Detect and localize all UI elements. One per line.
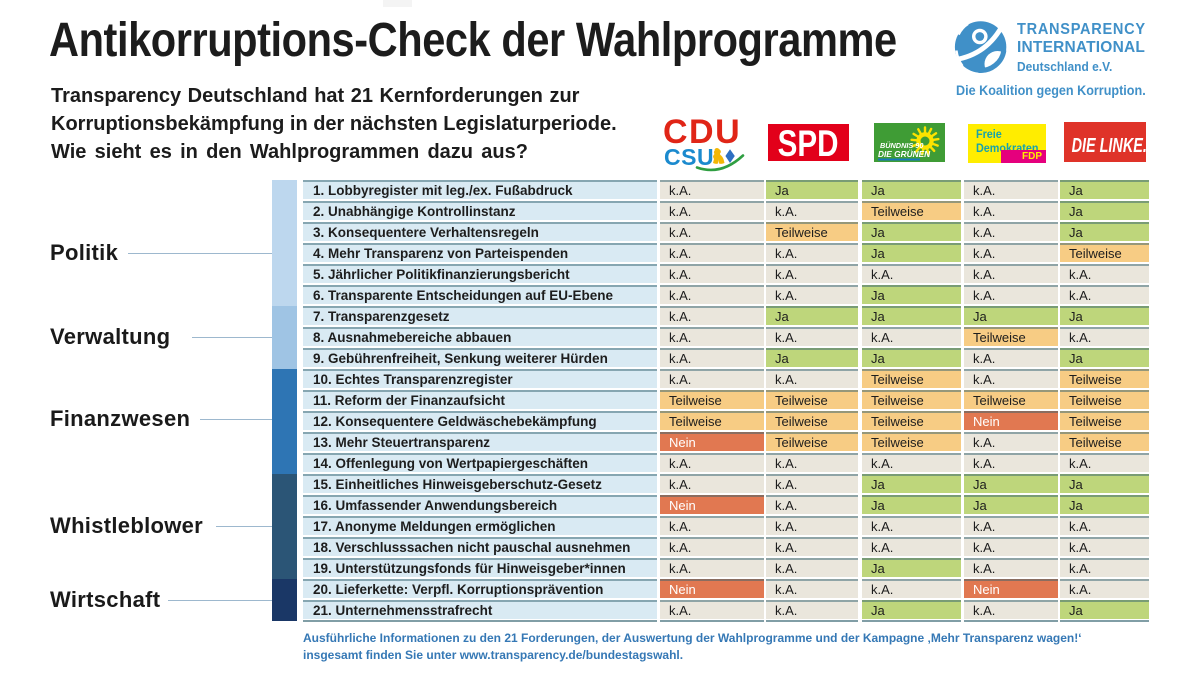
svg-text:BÜNDNIS 90: BÜNDNIS 90: [880, 141, 923, 150]
svg-text:DIE GRÜNEN: DIE GRÜNEN: [878, 149, 931, 159]
